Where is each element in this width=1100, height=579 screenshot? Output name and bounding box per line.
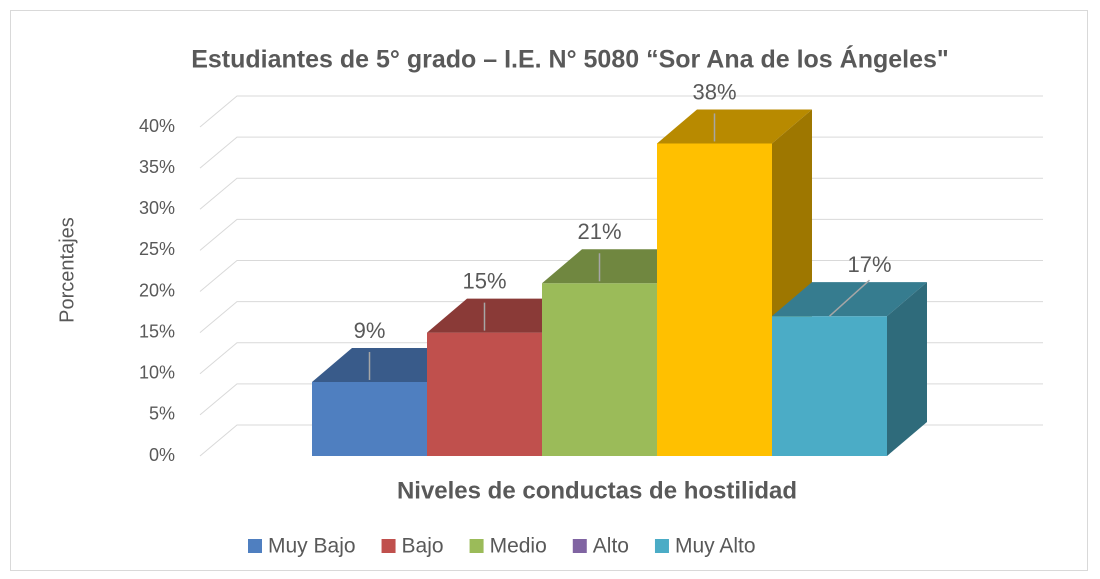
legend-label: Medio — [490, 535, 547, 558]
legend-label: Alto — [593, 535, 629, 558]
bar — [657, 143, 772, 456]
y-tick-label: 30% — [139, 198, 175, 218]
bar — [427, 332, 542, 456]
y-tick-label: 15% — [139, 321, 175, 341]
bar — [542, 283, 657, 456]
data-label: 15% — [462, 268, 506, 293]
y-tick-label: 0% — [149, 445, 175, 465]
legend-swatch — [248, 539, 262, 553]
bar — [772, 316, 887, 456]
legend-swatch — [654, 539, 669, 553]
legend-swatch — [381, 539, 396, 553]
data-label: 38% — [692, 79, 736, 104]
data-label: 17% — [847, 252, 891, 277]
legend-swatch — [469, 539, 484, 553]
legend-label: Muy Bajo — [268, 535, 356, 558]
legend-swatch — [572, 539, 587, 553]
legend-label: Muy Alto — [675, 535, 756, 558]
y-axis-title: Porcentajes — [56, 217, 78, 323]
y-tick-label: 5% — [149, 404, 175, 424]
data-label: 9% — [354, 318, 386, 343]
chart-title: Estudiantes de 5° grado – I.E. N° 5080 “… — [191, 45, 949, 74]
y-tick-label: 20% — [139, 280, 175, 300]
y-tick-label: 35% — [139, 157, 175, 177]
x-axis-title: Niveles de conductas de hostilidad — [397, 477, 797, 504]
y-tick-label: 25% — [139, 239, 175, 259]
bar-side — [887, 282, 927, 456]
legend-label: Bajo — [402, 535, 444, 558]
y-tick-label: 40% — [139, 116, 175, 136]
leader-line — [828, 279, 871, 317]
data-label: 21% — [577, 219, 621, 244]
bar-top — [657, 109, 812, 144]
grid-line — [199, 95, 1043, 128]
y-tick-label: 10% — [139, 363, 175, 383]
bar — [312, 381, 427, 456]
